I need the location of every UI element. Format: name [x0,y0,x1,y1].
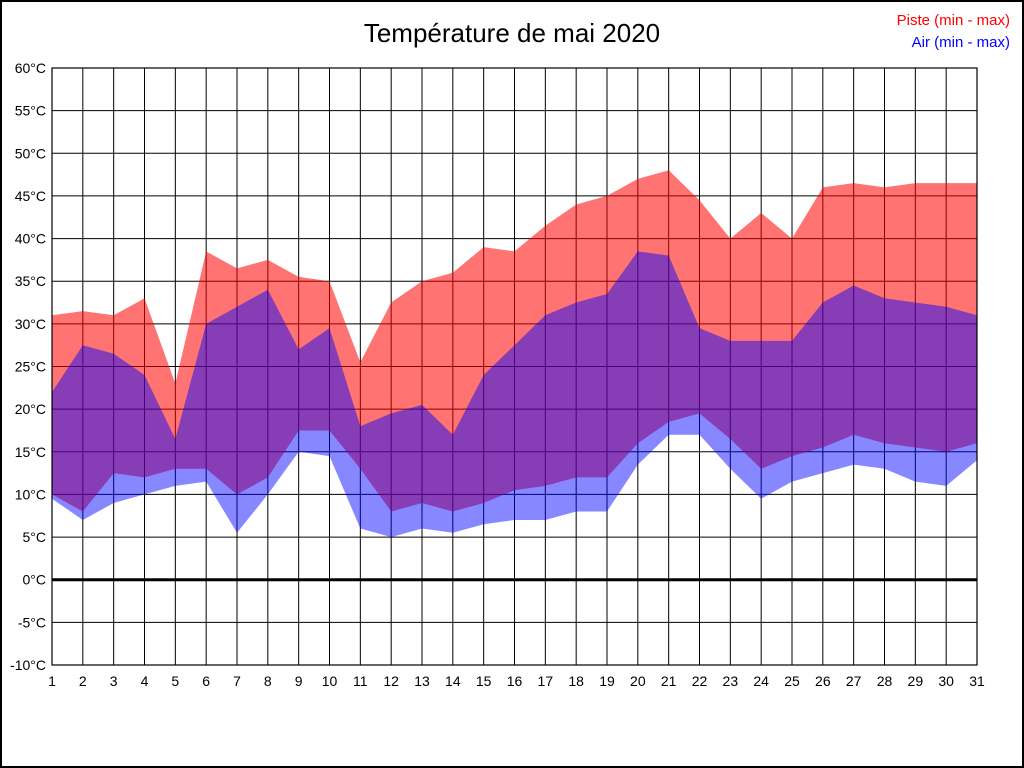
y-tick-label-50: 50°C [15,145,46,161]
y-tick-label-45: 45°C [15,188,46,204]
y-tick-label--10: -10°C [10,657,46,673]
x-tick-label-23: 23 [723,673,739,689]
x-tick-label-5: 5 [171,673,179,689]
plot-border [51,67,978,666]
y-tick-label-20: 20°C [15,401,46,417]
y-tick-label-25: 25°C [15,359,46,375]
x-tick-label-8: 8 [264,673,272,689]
x-tick-label-12: 12 [383,673,399,689]
x-tick-label-10: 10 [322,673,338,689]
x-tick-label-16: 16 [507,673,523,689]
x-tick-label-1: 1 [48,673,56,689]
legend-item-air: Air (min - max) [911,34,1010,51]
y-tick-label-60: 60°C [15,60,46,76]
x-tick-label-2: 2 [79,673,87,689]
x-tick-label-20: 20 [630,673,646,689]
y-tick-label-40: 40°C [15,231,46,247]
legend-item-piste: Piste (min - max) [896,12,1010,29]
y-tick-label-15: 15°C [15,444,46,460]
x-tick-label-19: 19 [599,673,615,689]
x-tick-label-3: 3 [110,673,118,689]
y-tick-label-30: 30°C [15,316,46,332]
x-tick-label-28: 28 [877,673,893,689]
x-tick-label-17: 17 [538,673,554,689]
legend: Piste (min - max) Air (min - max) [897,10,1010,54]
x-tick-label-25: 25 [784,673,800,689]
y-tick-label-55: 55°C [15,103,46,119]
x-tick-label-11: 11 [353,673,368,689]
x-tick-label-18: 18 [568,673,584,689]
y-tick-label-5: 5°C [23,529,47,545]
piste-minmax-band [52,170,977,512]
x-tick-label-14: 14 [445,673,461,689]
y-tick-label-35: 35°C [15,273,46,289]
x-tick-label-27: 27 [846,673,862,689]
x-tick-label-29: 29 [908,673,924,689]
x-tick-label-30: 30 [938,673,954,689]
x-tick-label-21: 21 [661,673,677,689]
air-minmax-band [52,251,977,538]
chart-title: Température de mai 2020 [363,18,661,48]
x-tick-label-24: 24 [753,673,769,689]
x-tick-label-26: 26 [815,673,831,689]
x-tick-label-15: 15 [476,673,492,689]
y-tick-label-10: 10°C [15,486,46,502]
x-tick-label-4: 4 [141,673,149,689]
x-tick-label-7: 7 [233,673,241,689]
x-tick-label-22: 22 [692,673,708,689]
x-tick-label-9: 9 [295,673,303,689]
x-tick-label-13: 13 [414,673,430,689]
x-tick-label-31: 31 [969,673,985,689]
x-tick-label-6: 6 [202,673,210,689]
y-tick-label--5: -5°C [18,614,46,630]
y-tick-label-0: 0°C [23,572,47,588]
